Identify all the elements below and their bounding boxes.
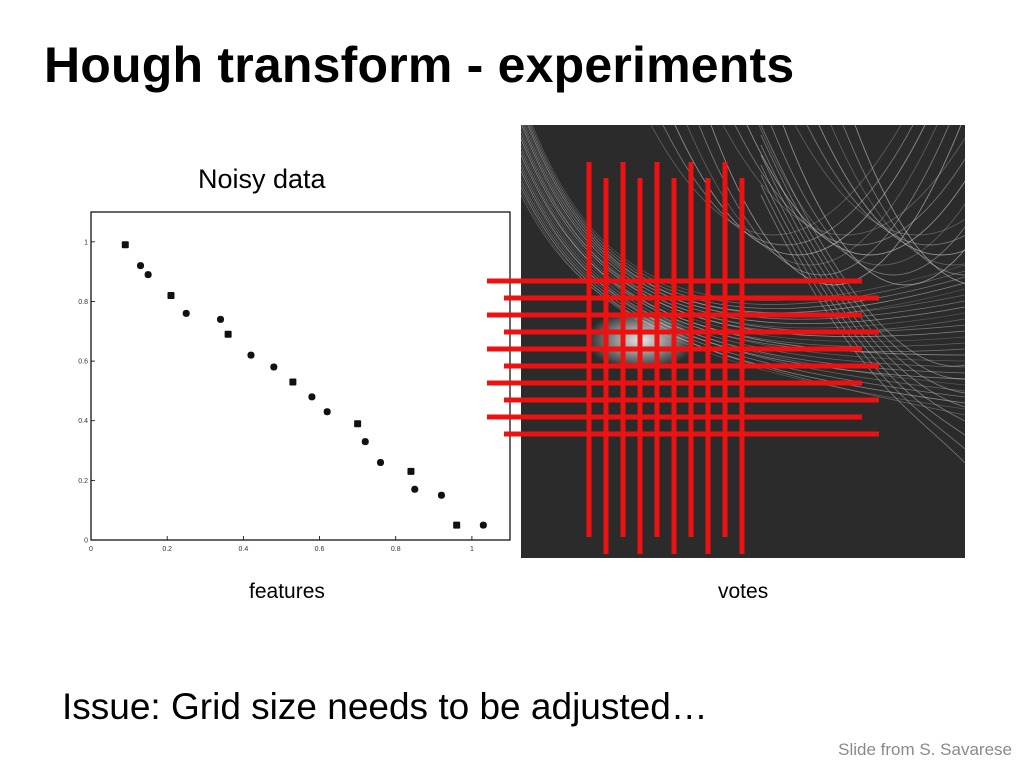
vote-curve [520,146,966,347]
plot-title: Noisy data [198,164,326,194]
vote-peak-glow [586,310,696,370]
slide-title: Hough transform - experiments [44,37,795,93]
data-point [354,420,362,428]
vote-curve [710,124,962,286]
vote-curve [794,124,1024,236]
x-tick-label: 0.2 [162,546,172,553]
y-tick-label: 0.8 [78,299,88,306]
vote-curve [760,144,966,394]
data-point [247,351,255,359]
data-point [453,521,461,529]
y-tick-label: 0.4 [78,418,88,425]
vote-curve [760,134,966,380]
plot-frame [90,211,511,541]
votes-curves-svg [520,94,1024,464]
vote-curve [520,130,966,333]
points-layer [121,241,487,529]
x-tick-label: 0.4 [238,546,248,553]
vote-curve [760,174,966,436]
scatter-svg: 0 0.2 0.4 0.6 0.8 1 0 0.2 0.4 0.6 0.8 1 [78,211,511,553]
data-point [323,408,331,416]
x-tick-label: 0.6 [315,546,325,553]
vote-curve [760,184,966,450]
vote-curve [760,124,966,367]
data-point [407,467,415,475]
data-point [167,291,175,299]
vote-curve [698,124,950,276]
vote-curve [674,124,926,256]
data-point [144,271,152,279]
issue-text: Issue: Grid size needs to be adjusted… [62,686,708,727]
x-tick-label: 0 [89,546,93,553]
data-point [121,241,129,249]
vote-curve [520,150,966,352]
x-tick-label: 0.8 [391,546,401,553]
data-point [411,485,419,493]
features-scatter-plot: 0 0.2 0.4 0.6 0.8 1 0 0.2 0.4 0.6 0.8 1 [72,205,522,555]
y-tick-label: 0 [84,538,88,545]
vote-curve [662,124,914,246]
y-tick-label: 0.6 [78,359,88,366]
vote-curve [650,124,902,236]
ticks-layer: 0 0.2 0.4 0.6 0.8 1 0 0.2 0.4 0.6 0.8 1 [78,239,474,553]
vote-curve [830,124,1024,266]
vote-curve [686,124,938,266]
vote-curve [734,124,986,246]
vote-curve [746,124,998,256]
vote-curve [770,124,1022,276]
data-point [308,393,316,401]
data-point [361,438,369,446]
data-point [437,491,445,499]
votes-accumulator-image [520,94,1024,558]
vote-curve [520,154,966,356]
y-tick-label: 0.2 [78,478,88,485]
data-point [217,315,225,323]
y-tick-label: 1 [84,239,88,246]
vote-curve [520,126,966,329]
vote-curve [818,124,1024,256]
data-point [289,378,297,386]
vote-curve [760,154,966,408]
data-point [137,262,145,270]
vote-curve [760,194,966,464]
x-tick-label: 1 [470,546,474,553]
vote-curve [722,124,974,236]
slide-credit: Slide from S. Savarese [838,740,1012,759]
vote-curve [520,134,966,333]
caption-votes: votes [718,580,769,603]
caption-features: features [249,580,325,603]
vote-curve [520,118,966,320]
data-point [182,309,190,317]
vote-curve [760,164,966,422]
data-point [270,363,278,371]
data-point [479,521,487,529]
data-point [224,330,232,338]
sinusoid-curves [520,94,1024,464]
data-point [376,458,384,466]
